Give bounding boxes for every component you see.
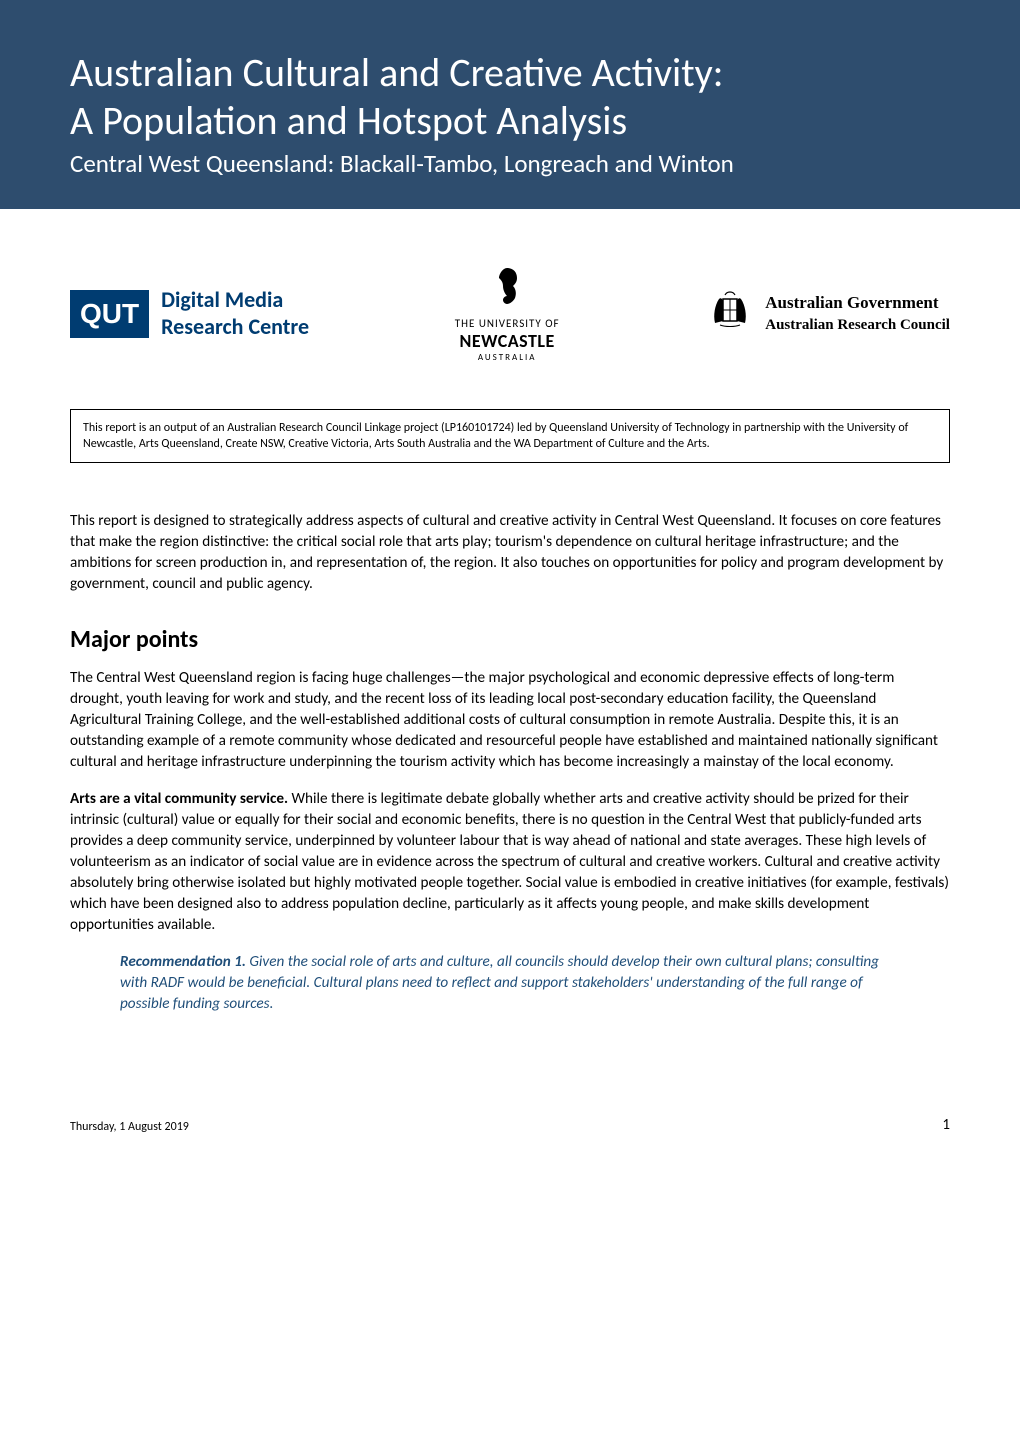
document-title-line1: Australian Cultural and Creative Activit…: [70, 50, 950, 96]
body-paragraph-1: The Central West Queensland region is fa…: [70, 668, 950, 773]
qut-text: Digital Media Research Centre: [161, 287, 309, 340]
newcastle-text-bot: AUSTRALIA: [478, 352, 537, 363]
para-2-rest: While there is legitimate debate globall…: [70, 790, 949, 934]
recommendation-block: Recommendation 1. Given the social role …: [70, 952, 950, 1016]
recommendation-text: Recommendation 1. Given the social role …: [120, 952, 900, 1016]
page-number: 1: [942, 1116, 950, 1134]
report-note-text: This report is an output of an Australia…: [83, 420, 937, 452]
document-subtitle: Central West Queensland: Blackall-Tambo,…: [70, 148, 950, 179]
qut-text-line1: Digital Media: [161, 287, 309, 313]
logos-row: QUT Digital Media Research Centre THE UN…: [70, 209, 950, 393]
newcastle-seahorse-icon: [485, 264, 529, 315]
intro-paragraph: This report is designed to strategically…: [70, 511, 950, 595]
body-paragraph-2: Arts are a vital community service. Whil…: [70, 789, 950, 936]
qut-logo: QUT Digital Media Research Centre: [70, 287, 309, 340]
coat-of-arms-icon: [705, 285, 755, 343]
para-2-bold-lead: Arts are a vital community service.: [70, 790, 288, 808]
qut-text-line2: Research Centre: [161, 314, 309, 340]
section-heading-major-points: Major points: [70, 625, 950, 654]
footer-date: Thursday, 1 August 2019: [70, 1120, 189, 1134]
australian-government-logo: Australian Government Australian Researc…: [705, 285, 950, 343]
recommendation-label: Recommendation 1.: [120, 953, 246, 971]
report-note-box: This report is an output of an Australia…: [70, 409, 950, 463]
aus-gov-text: Australian Government Australian Researc…: [765, 293, 950, 334]
aus-gov-text-top: Australian Government: [765, 293, 950, 313]
aus-gov-text-bot: Australian Research Council: [765, 317, 950, 334]
content-area: QUT Digital Media Research Centre THE UN…: [0, 209, 1020, 1066]
newcastle-text-top: THE UNIVERSITY OF: [455, 317, 560, 330]
qut-badge: QUT: [70, 290, 149, 338]
page-footer: Thursday, 1 August 2019 1: [0, 1066, 1020, 1164]
newcastle-logo: THE UNIVERSITY OF NEWCASTLE AUSTRALIA: [455, 264, 560, 363]
header-banner: Australian Cultural and Creative Activit…: [0, 0, 1020, 209]
document-title-line2: A Population and Hotspot Analysis: [70, 98, 950, 144]
newcastle-text-mid: NEWCASTLE: [460, 330, 555, 352]
